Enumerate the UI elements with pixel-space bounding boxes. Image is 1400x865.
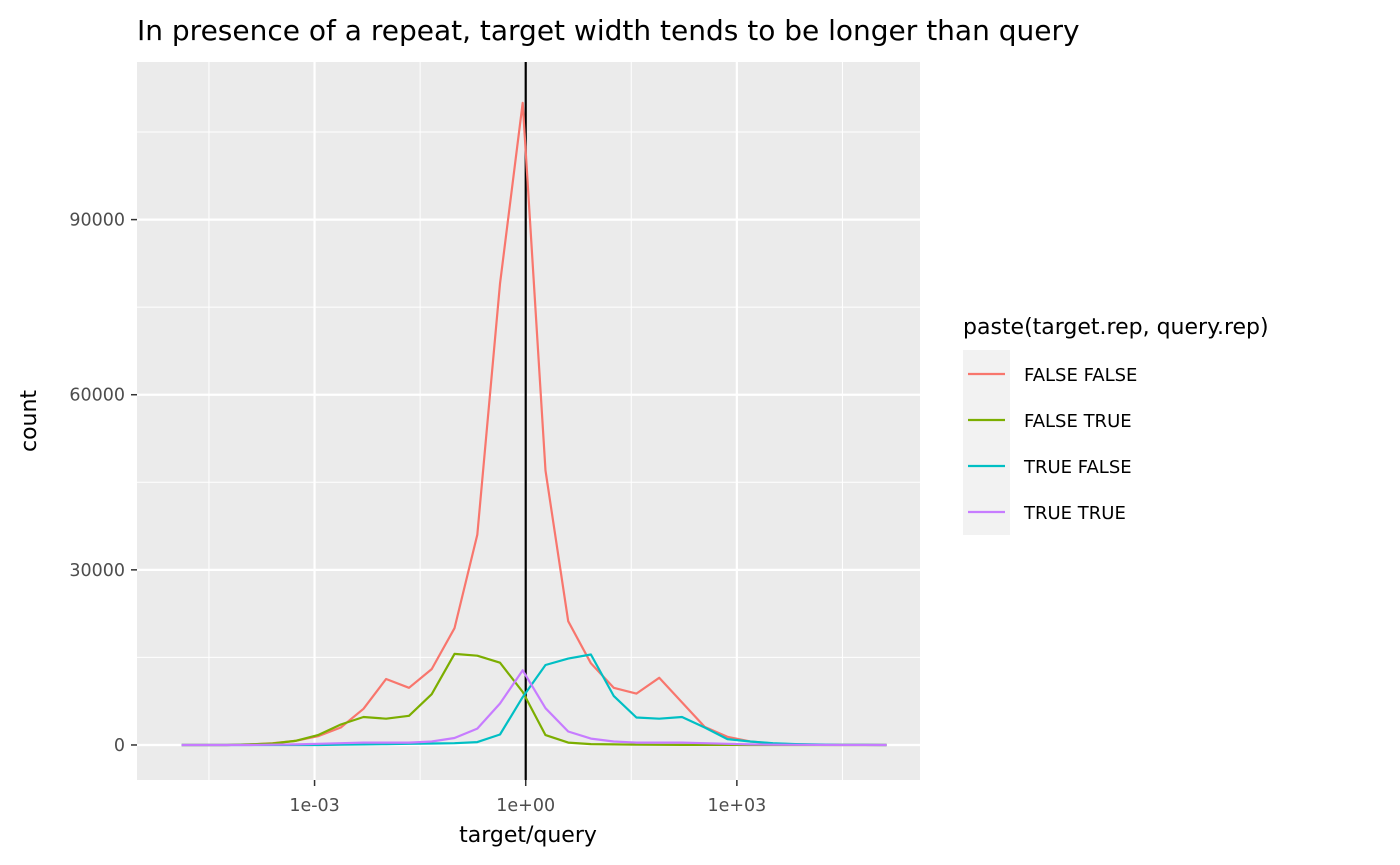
legend-label-false-true: FALSE TRUE	[1024, 411, 1132, 432]
x-tick-label: 1e+00	[496, 796, 555, 816]
legend-title: paste(target.rep, query.rep)	[963, 315, 1269, 340]
series-line-true-true	[181, 669, 887, 747]
y-tick-label: 60000	[69, 386, 125, 406]
y-tick-label: 0	[114, 736, 125, 756]
x-tick-label: 1e+03	[707, 796, 766, 816]
x-tick-label: 1e-03	[289, 796, 339, 816]
legend-label-false-false: FALSE FALSE	[1024, 365, 1137, 386]
minor-gridlines	[137, 62, 920, 780]
x-axis: 1e-03 1e+00 1e+03	[289, 780, 766, 816]
legend-label-true-true: TRUE TRUE	[1023, 503, 1126, 524]
chart-title: In presence of a repeat, target width te…	[137, 14, 1080, 47]
plot-panel	[137, 62, 920, 780]
y-axis-title: count	[17, 390, 42, 452]
legend: paste(target.rep, query.rep) FALSE FALSE…	[963, 315, 1269, 535]
y-tick-label: 90000	[69, 211, 125, 231]
y-tick-label: 30000	[69, 561, 125, 581]
series-lines	[181, 101, 887, 747]
x-axis-title: target/query	[459, 823, 597, 848]
legend-keys-background	[963, 350, 1010, 535]
legend-label-true-false: TRUE FALSE	[1023, 457, 1132, 478]
y-axis: 0 30000 60000 90000	[69, 211, 137, 756]
